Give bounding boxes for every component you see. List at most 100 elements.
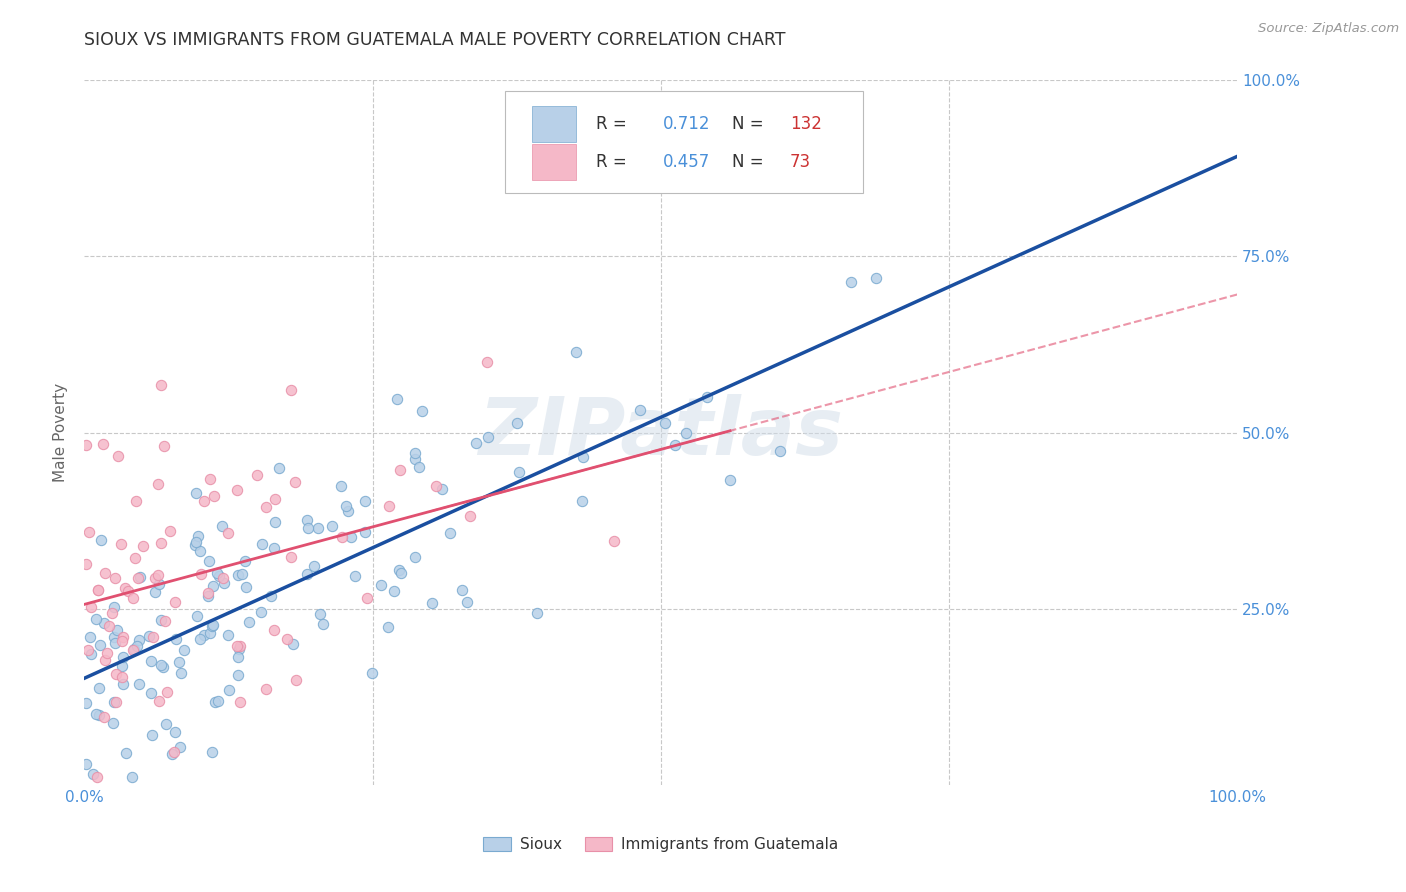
Point <box>335 499 357 513</box>
Point <box>104 636 127 650</box>
Point <box>93 653 115 667</box>
Text: ZIPatlas: ZIPatlas <box>478 393 844 472</box>
Point <box>343 569 366 583</box>
Point <box>675 426 697 441</box>
Point <box>159 524 181 538</box>
Point <box>198 554 221 568</box>
Point <box>201 745 224 759</box>
Point <box>87 583 110 598</box>
Point <box>217 526 239 541</box>
Point <box>202 618 225 632</box>
Point <box>163 745 186 759</box>
Point <box>370 577 392 591</box>
Point <box>184 539 207 553</box>
Point <box>526 607 548 621</box>
Point <box>141 686 163 700</box>
Point <box>170 666 193 681</box>
Point <box>121 643 143 657</box>
Point <box>389 566 412 580</box>
Point <box>382 584 405 599</box>
Point <box>152 660 174 674</box>
Point <box>477 430 499 444</box>
Point <box>214 575 236 590</box>
Point <box>302 559 325 574</box>
Point <box>125 494 148 508</box>
Point <box>111 634 134 648</box>
Point <box>205 566 228 580</box>
Point <box>249 605 271 619</box>
Point <box>132 539 155 553</box>
Point <box>506 416 529 430</box>
Point <box>121 770 143 784</box>
Point <box>188 632 211 646</box>
Y-axis label: Male Poverty: Male Poverty <box>53 383 69 483</box>
Point <box>75 558 97 572</box>
Point <box>101 715 124 730</box>
Point <box>628 403 651 417</box>
Point <box>89 638 111 652</box>
Point <box>329 479 352 493</box>
Point <box>148 694 170 708</box>
Point <box>464 436 486 450</box>
Point <box>718 473 741 487</box>
Point <box>276 632 298 647</box>
Point <box>150 377 173 392</box>
Point <box>105 623 128 637</box>
Point <box>226 483 249 497</box>
Point <box>228 642 250 657</box>
Point <box>297 521 319 535</box>
Point <box>226 650 249 665</box>
Point <box>193 628 215 642</box>
Point <box>250 537 273 551</box>
Point <box>572 450 595 464</box>
Point <box>98 618 121 632</box>
Point <box>94 566 117 580</box>
Point <box>145 571 167 585</box>
Point <box>378 499 401 513</box>
Point <box>86 770 108 784</box>
Point <box>231 566 253 581</box>
Point <box>198 625 221 640</box>
Point <box>79 630 101 644</box>
Text: R =: R = <box>596 115 627 133</box>
Point <box>155 615 177 629</box>
Point <box>356 591 378 605</box>
Point <box>245 468 267 483</box>
Point <box>404 452 426 467</box>
Point <box>90 533 112 548</box>
Point <box>354 524 377 539</box>
Point <box>103 599 125 614</box>
Point <box>160 747 183 762</box>
Point <box>156 685 179 699</box>
Point <box>312 616 335 631</box>
Point <box>603 533 626 548</box>
Point <box>143 585 166 599</box>
Point <box>150 536 173 550</box>
Point <box>129 569 152 583</box>
Point <box>122 641 145 656</box>
Point <box>254 681 277 696</box>
Text: 0.457: 0.457 <box>664 153 710 171</box>
Point <box>202 489 225 503</box>
Point <box>309 607 332 621</box>
Point <box>104 667 127 681</box>
Point <box>107 450 129 464</box>
Point <box>238 615 260 630</box>
Point <box>188 544 211 558</box>
Point <box>321 518 343 533</box>
Point <box>217 628 239 642</box>
Point <box>149 658 172 673</box>
Point <box>254 500 277 515</box>
Text: Source: ZipAtlas.com: Source: ZipAtlas.com <box>1258 22 1399 36</box>
Point <box>263 541 285 555</box>
Point <box>330 530 353 544</box>
Point <box>571 494 593 508</box>
Point <box>173 643 195 657</box>
FancyBboxPatch shape <box>531 144 575 180</box>
Point <box>377 620 399 634</box>
Point <box>284 673 307 688</box>
Point <box>193 494 215 508</box>
Point <box>387 563 409 577</box>
Point <box>114 746 136 760</box>
Point <box>111 630 134 644</box>
